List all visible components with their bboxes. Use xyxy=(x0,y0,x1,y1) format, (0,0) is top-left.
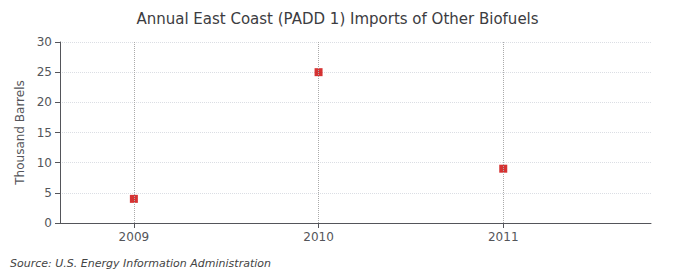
svg-text:15: 15 xyxy=(37,126,52,140)
svg-text:0: 0 xyxy=(44,216,52,230)
svg-text:2010: 2010 xyxy=(303,230,334,244)
svg-text:5: 5 xyxy=(44,186,52,200)
svg-text:2009: 2009 xyxy=(119,230,150,244)
svg-text:10: 10 xyxy=(37,156,52,170)
svg-text:Source: U.S. Energy Informatio: Source: U.S. Energy Information Administ… xyxy=(10,257,271,270)
svg-text:30: 30 xyxy=(37,35,52,49)
svg-text:20: 20 xyxy=(37,95,52,109)
svg-text:Annual East Coast (PADD 1) Imp: Annual East Coast (PADD 1) Imports of Ot… xyxy=(136,10,538,28)
svg-text:2011: 2011 xyxy=(488,230,519,244)
svg-text:Thousand Barrels: Thousand Barrels xyxy=(13,80,27,185)
svg-text:25: 25 xyxy=(37,65,52,79)
